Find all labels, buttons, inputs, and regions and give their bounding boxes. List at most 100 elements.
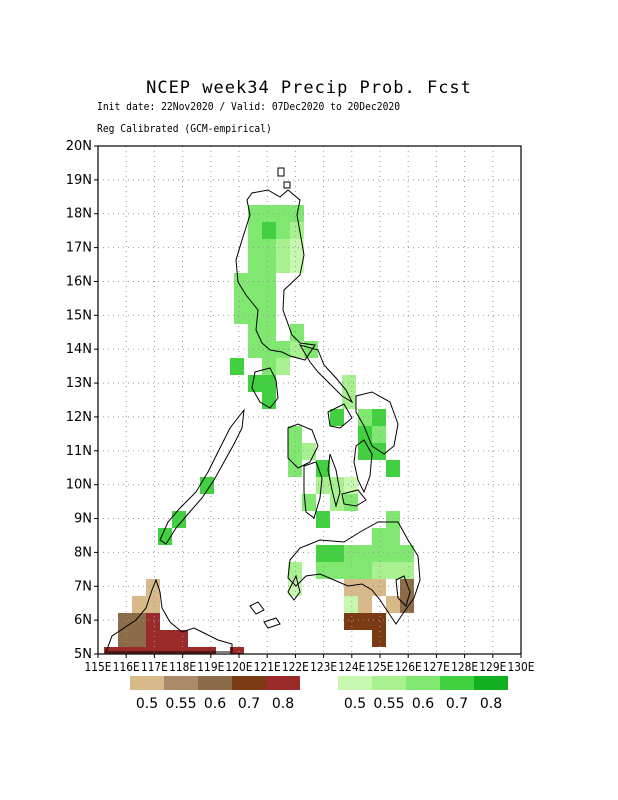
legend-label: 0.7 [238,696,260,712]
probability-cell [290,324,304,341]
probability-cell [172,511,186,528]
probability-cell [118,647,132,654]
probability-cell [358,613,372,630]
probability-cell [316,562,330,579]
latitude-label: 7N [74,579,92,594]
probability-cell [288,460,302,477]
probability-cell [146,613,160,630]
coastline-luzon [235,189,316,361]
probability-cell [330,409,344,426]
map-title: NCEP week34 Precip Prob. Fcst [146,78,472,98]
probability-cell [118,613,132,630]
probability-cell [358,579,372,596]
coastline [105,167,421,653]
probability-cell [344,596,358,613]
longitude-label: 118E [169,660,196,674]
probability-cell [160,647,174,654]
probability-cell [344,613,358,630]
probability-cell [372,528,386,545]
legend-color-swatch [338,676,372,690]
latitude-labels: 5N 6N 7N 8N 9N 10N 11N 12N 13N 14N 15N 16N 17N 18N 19N… [66,139,98,662]
latitude-label: 18N [66,207,92,222]
probability-cell [276,256,290,273]
probability-cell [372,562,386,579]
longitude-label: 126E [395,660,422,674]
legend-color-swatch [164,676,198,690]
probability-cell [202,647,216,654]
probability-cell [400,545,414,562]
legend-color-swatch [130,676,164,690]
probability-cell [400,579,414,596]
probability-cell [248,324,262,341]
probability-cell [386,460,400,477]
latitude-label: 8N [74,545,92,560]
latitude-label: 15N [66,308,92,323]
probability-cell [330,477,344,494]
legend-color-swatch [198,676,232,690]
coastline-mindanao [287,521,421,625]
probability-cell [262,324,276,341]
probability-cell [400,596,414,613]
probability-cell [104,647,118,654]
probability-cell [248,205,262,222]
coastline-samar [355,391,399,455]
probability-cell [160,630,174,647]
dry-legend: 0.5 0.55 0.6 0.7 0.8 [130,676,300,712]
coastline-davao-gulf [395,575,411,607]
probability-cell [248,239,262,256]
latitude-label: 12N [66,410,92,425]
probability-cell [248,341,262,358]
probability-cell [344,477,358,494]
probability-cell [344,562,358,579]
probability-cell [146,630,160,647]
probability-cell [132,630,146,647]
latitude-label: 19N [66,173,92,188]
longitude-label: 128E [451,660,478,674]
probability-cell [248,273,262,290]
latitude-label: 17N [66,241,92,256]
probability-cell [290,239,304,256]
probability-cell [344,545,358,562]
probability-cell [386,562,400,579]
longitude-label: 115E [85,660,112,674]
latitude-label: 16N [66,274,92,289]
longitude-label: 123E [310,660,337,674]
probability-cell [372,630,386,647]
legend-label: 0.5 [344,696,366,712]
probability-cell [330,545,344,562]
probability-cell [146,647,160,654]
probability-cell [248,290,262,307]
longitude-label: 122E [282,660,309,674]
probability-cell [234,307,248,324]
probability-cell [290,256,304,273]
probability-cell [330,562,344,579]
probability-cell [358,426,372,443]
legend-label: 0.7 [446,696,468,712]
probability-cell [230,647,244,654]
longitude-label: 125E [367,660,394,674]
coastline-batan [283,181,291,189]
longitude-label: 130E [508,660,535,674]
probability-cell [290,222,304,239]
legend-color-swatch [372,676,406,690]
probability-cell [262,256,276,273]
probability-cell [288,562,302,579]
legend-label: 0.5 [136,696,158,712]
probability-cell [262,222,276,239]
probability-cell [316,511,330,528]
latitude-label: 11N [66,444,92,459]
legend-label: 0.55 [165,696,196,712]
probability-cell [372,545,386,562]
probability-cell [174,647,188,654]
map-subtitle-dates: Init date: 22Nov2020 / Valid: 07Dec2020 … [97,100,401,113]
probability-cell [358,409,372,426]
probability-cell [358,562,372,579]
longitude-label: 127E [423,660,450,674]
probability-cell [262,358,276,375]
longitude-label: 124E [338,660,365,674]
probability-cell [386,596,400,613]
wet-legend: 0.5 0.55 0.6 0.7 0.8 [338,676,508,712]
probability-cell [132,613,146,630]
probability-cell [302,443,316,460]
latitude-label: 5N [74,647,92,662]
